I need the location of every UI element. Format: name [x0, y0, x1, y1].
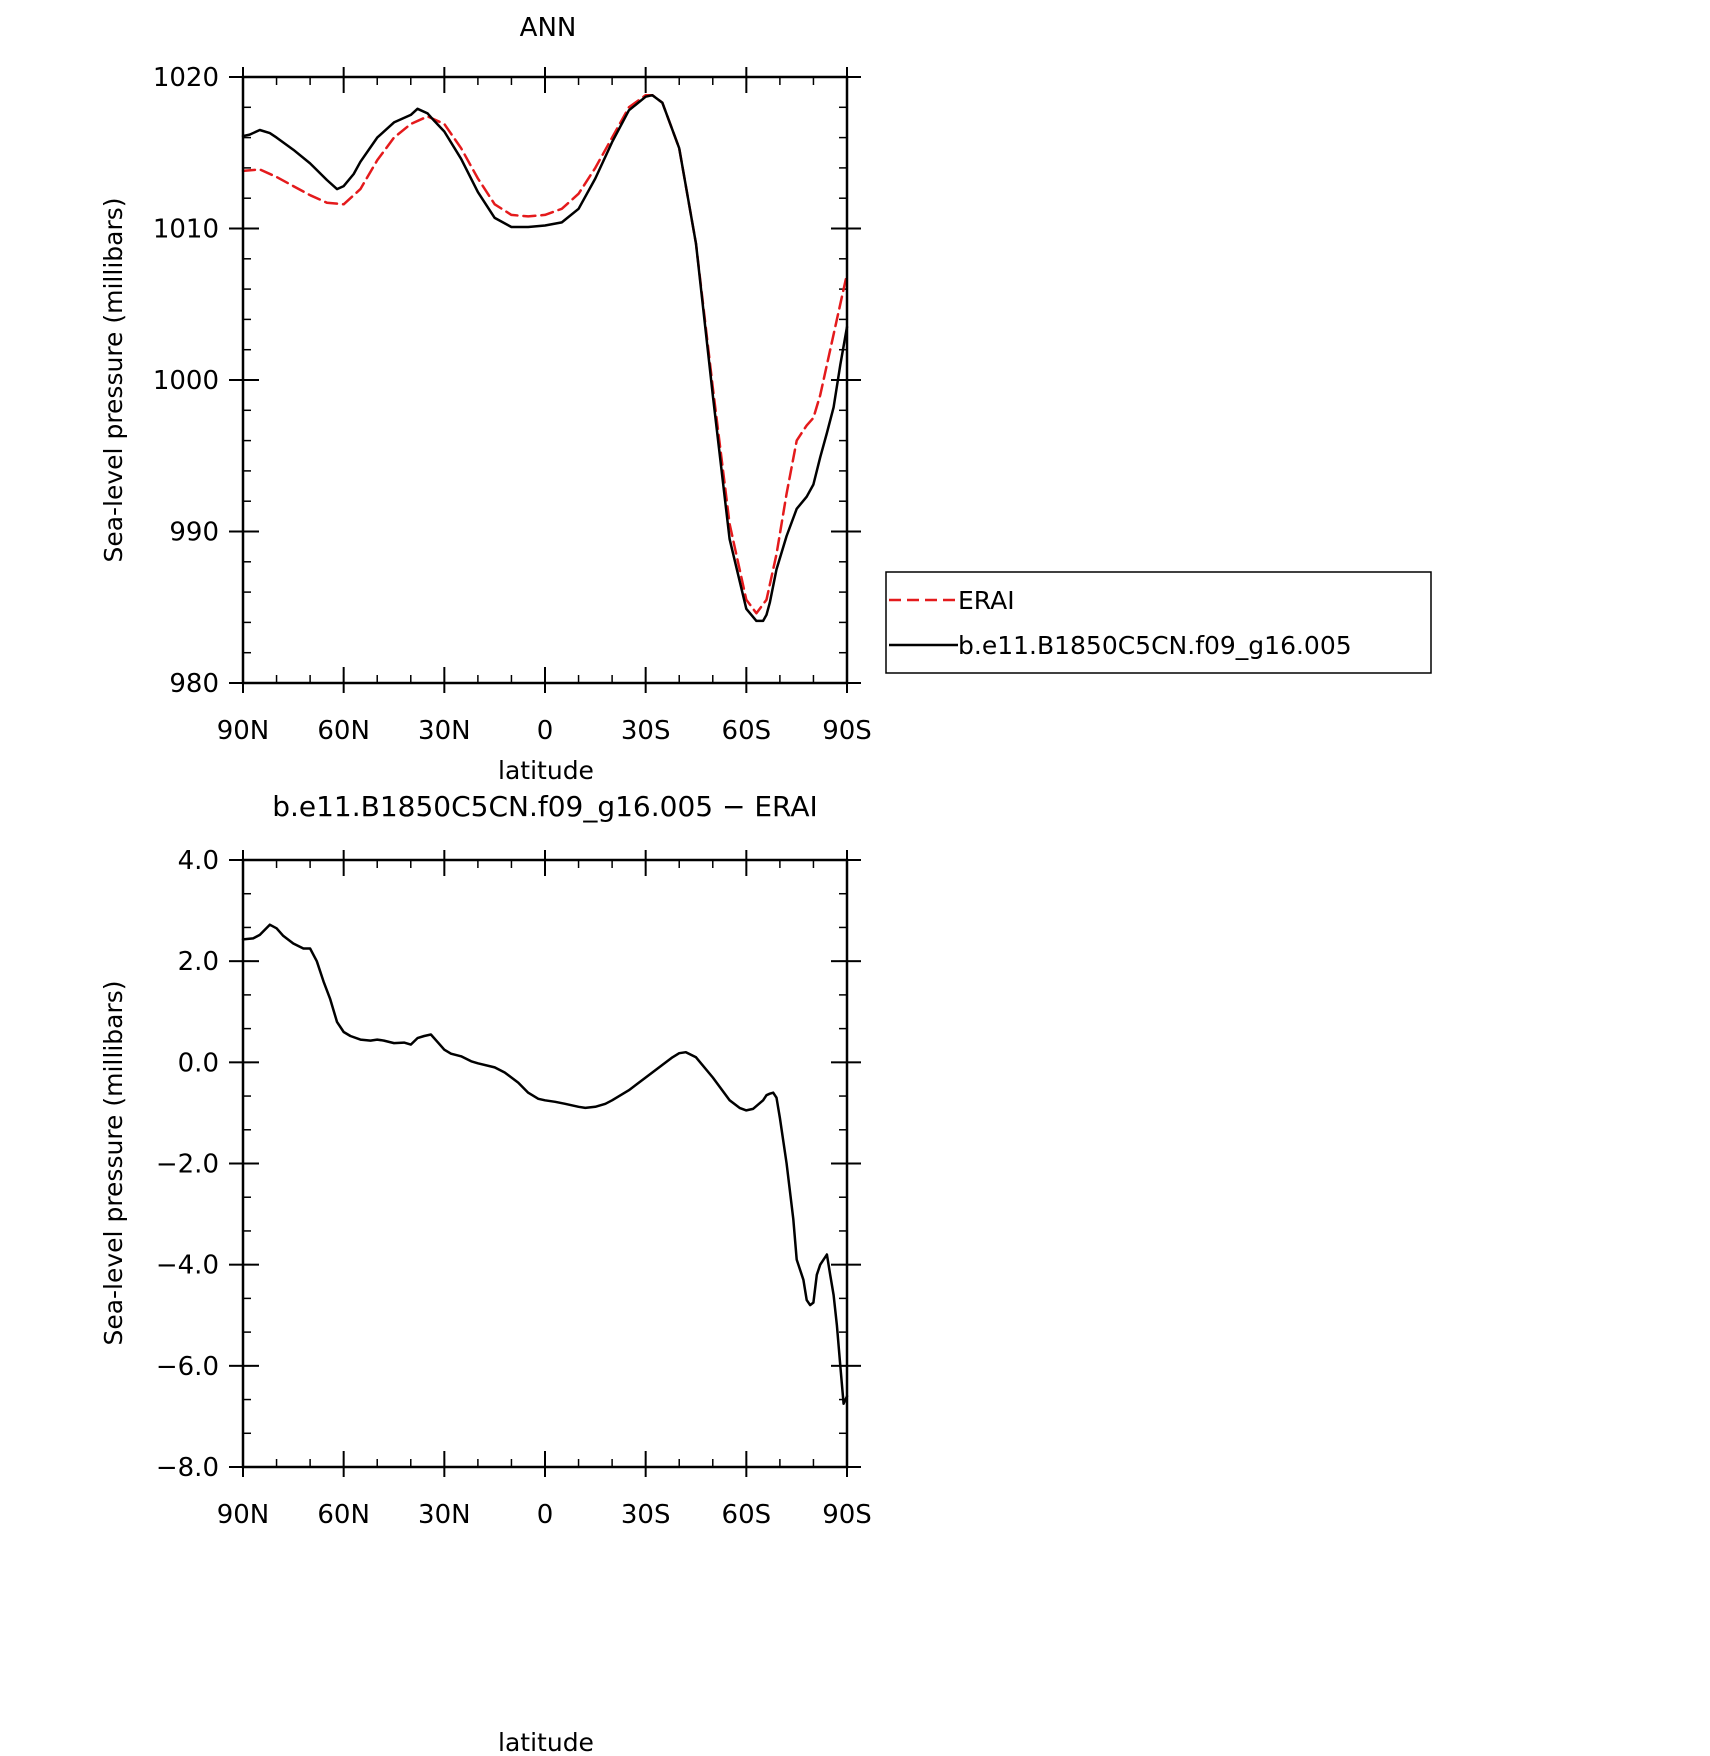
top-y-tick-labels: 1020 1010 1000 990 980 [153, 63, 219, 699]
series-line-b-e11-b1850c5cn-f09-g16-005 [241, 93, 849, 623]
bottom-chart-title: b.e11.B1850C5CN.f09_g16.005 − ERAI [272, 790, 818, 823]
top-plot-frame [241, 75, 849, 685]
top-series-lines [241, 93, 849, 623]
legend-label-erai: ERAI [958, 586, 1015, 615]
series-line-erai [241, 93, 849, 615]
bottom-x-tick-labels: 90N 60N 30N 0 30S 60S 90S [217, 1500, 872, 1530]
y-tick-label: 1020 [153, 63, 219, 93]
x-tick-label: 90N [217, 1500, 270, 1530]
x-tick-label: 60S [722, 716, 772, 746]
x-tick-label: 30S [621, 1500, 671, 1530]
x-tick-label: 90N [217, 716, 270, 746]
legend-box [885, 571, 1432, 674]
y-tick-label: −8.0 [156, 1453, 219, 1483]
x-tick-label: 90S [822, 1500, 872, 1530]
bottom-panel: b.e11.B1850C5CN.f09_g16.005 − ERAI 90N 60… [99, 790, 872, 1756]
top-chart-title: ANN [520, 13, 577, 43]
top-y-axis-label: Sea-level pressure (millibars) [99, 197, 128, 562]
x-tick-label: 30N [418, 716, 471, 746]
y-tick-label: −4.0 [156, 1251, 219, 1281]
x-tick-label: 0 [537, 1500, 554, 1530]
bottom-y-axis-label: Sea-level pressure (millibars) [99, 980, 128, 1345]
bottom-series-lines [241, 923, 849, 1406]
x-tick-label: 60N [317, 716, 370, 746]
legend-label-model: b.e11.B1850C5CN.f09_g16.005 [958, 631, 1352, 660]
x-tick-label: 30N [418, 1500, 471, 1530]
top-x-axis-label: latitude [498, 756, 594, 785]
top-panel: ANN 90N 60N 30N 0 30S 60S 90S 1020 1010 1000 990 9… [99, 13, 1432, 785]
x-tick-label: 0 [537, 716, 554, 746]
x-tick-label: 60S [722, 1500, 772, 1530]
x-tick-label: 60N [317, 1500, 370, 1530]
bottom-plot-frame [241, 858, 849, 1469]
series-line-difference [241, 923, 849, 1406]
bottom-axis-ticks [229, 850, 861, 1477]
y-tick-label: −6.0 [156, 1352, 219, 1382]
x-tick-label: 90S [822, 716, 872, 746]
top-x-tick-labels: 90N 60N 30N 0 30S 60S 90S [217, 716, 872, 746]
y-tick-label: 1010 [153, 215, 219, 245]
bottom-y-tick-labels: 4.0 2.0 0.0 −2.0 −4.0 −6.0 −8.0 [156, 846, 219, 1483]
y-tick-label: −2.0 [156, 1150, 219, 1180]
y-tick-label: 4.0 [178, 846, 219, 876]
x-tick-label: 30S [621, 716, 671, 746]
y-tick-label: 990 [169, 518, 219, 548]
y-tick-label: 980 [169, 669, 219, 699]
legend: ERAI b.e11.B1850C5CN.f09_g16.005 [885, 571, 1432, 674]
y-tick-label: 1000 [153, 366, 219, 396]
y-tick-label: 2.0 [178, 947, 219, 977]
y-tick-label: 0.0 [178, 1048, 219, 1078]
bottom-x-axis-label: latitude [498, 1728, 594, 1756]
